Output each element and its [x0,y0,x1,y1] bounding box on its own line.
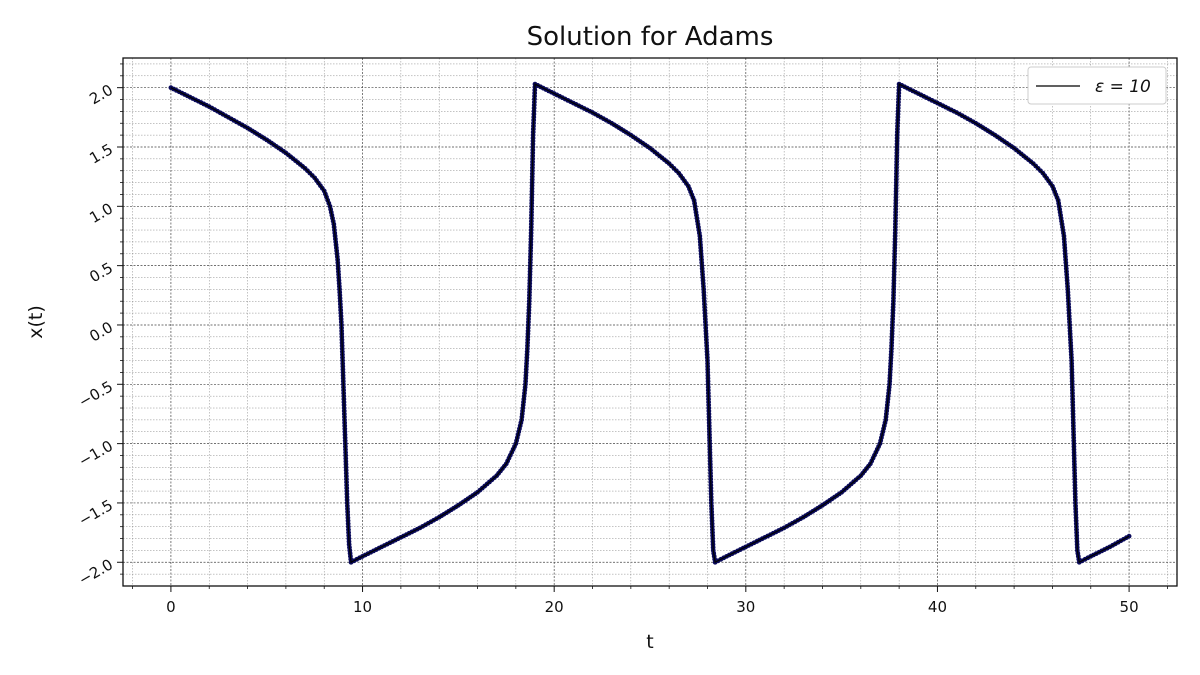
legend: ε = 10 [1027,66,1167,105]
x-tick-label: 10 [353,598,372,616]
x-tick-label: 50 [1120,598,1139,616]
x-tick-label: 40 [928,598,947,616]
plot-frame [122,57,1178,587]
x-tick-label: 0 [166,598,176,616]
x-tick-label: 20 [545,598,564,616]
series-line [170,83,1130,564]
x-axis-ticks: 0 10 20 30 40 50 [132,586,1168,616]
legend-label: ε = 10 [1095,77,1151,97]
major-gridlines [123,58,1177,586]
legend-box [1027,66,1167,105]
x-axis-label: t [646,631,653,653]
series-layer [168,81,1132,565]
y-axis-label: x(t) [25,305,47,339]
data-point-marker [1126,533,1132,539]
x-tick-label: 30 [736,598,755,616]
chart-title: Solution for Adams [527,22,774,52]
minor-gridlines [123,58,1177,586]
